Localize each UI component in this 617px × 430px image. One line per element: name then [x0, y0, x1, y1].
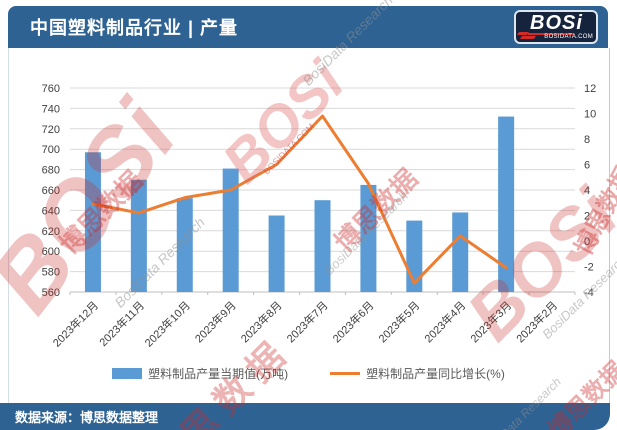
x-axis-label: 2023年11月	[96, 298, 147, 349]
data-source-text: 数据来源：博思数据整理	[15, 410, 159, 425]
line-series-label: 塑料制品产量同比增长(%)	[366, 367, 505, 381]
y-axis-tick-label: 680	[42, 165, 60, 177]
watermark-text: BosiData Research	[539, 252, 617, 342]
chart-legend: 塑料制品产量当期值(万吨) 塑料制品产量同比增长(%)	[0, 365, 617, 382]
y-axis-tick-label: 620	[42, 226, 60, 238]
bar-series-label: 塑料制品产量当期值(万吨)	[148, 367, 289, 381]
x-axis-label: 2023年8月	[238, 298, 285, 345]
y-axis-tick-label: 760	[42, 83, 60, 95]
y-axis-tick-label: 660	[42, 185, 60, 197]
y-axis-tick-label: 640	[42, 205, 60, 217]
production-bar	[314, 200, 331, 292]
production-bar	[360, 184, 377, 292]
y2-axis-tick-label: -2	[584, 262, 594, 274]
x-axis-label: 2023年7月	[284, 298, 331, 345]
watermark-text: BOSi	[210, 48, 357, 196]
y-axis-tick-label: 560	[42, 287, 60, 299]
y2-axis-tick-label: 10	[584, 109, 596, 121]
watermark-text: BosiData Research	[111, 213, 208, 311]
x-axis-label: 2023年9月	[192, 298, 239, 345]
x-axis-label: 2023年12月	[50, 298, 101, 349]
x-axis-label: 2023年4月	[421, 298, 468, 345]
line-series-swatch-icon	[330, 372, 361, 375]
production-bar	[452, 212, 469, 292]
growth-line	[91, 114, 508, 285]
production-bar	[406, 220, 423, 292]
y2-axis-tick-label: 8	[584, 134, 590, 146]
watermark-text: BOSIDATA.COM	[261, 121, 317, 177]
watermark-text: BOSi	[452, 174, 617, 356]
y2-axis-tick-label: 2	[584, 211, 590, 223]
y-axis-tick-label: 580	[42, 267, 60, 279]
y2-axis-tick-label: 12	[584, 83, 596, 95]
y2-axis-tick-label: 6	[584, 160, 590, 172]
production-bar	[84, 152, 101, 292]
y-axis-tick-label: 740	[42, 103, 60, 115]
y-axis-tick-label: 600	[42, 246, 60, 258]
footer-bar: 数据来源：博思数据整理	[0, 403, 610, 430]
x-axis-label: 2023年2月	[513, 298, 560, 345]
watermark-text: BOSi	[0, 83, 197, 332]
header-bar: 中国塑料制品行业 | 产量 BOSi BOSIDATA.COM	[8, 6, 608, 48]
x-axis-label: 2023年10月	[141, 298, 192, 349]
logo-subtext: BOSIDATA.COM	[544, 34, 593, 40]
watermark-text: 博思数据	[53, 165, 149, 260]
watermark-text: BosiData Research	[321, 188, 412, 278]
x-axis-label: 2023年5月	[375, 298, 422, 345]
logo-underline-icon	[528, 33, 574, 35]
x-axis-label: 2023年6月	[329, 298, 376, 345]
production-bar	[222, 168, 239, 292]
production-bar	[268, 215, 285, 292]
production-bar	[176, 198, 193, 292]
page-title: 中国塑料制品行业 | 产量	[30, 18, 239, 38]
logo-text: BOSi	[530, 12, 583, 34]
production-bar	[130, 179, 147, 292]
y2-axis-tick-label: 4	[584, 185, 590, 197]
watermark-text: 博思数据	[328, 163, 424, 258]
production-bar	[498, 116, 515, 292]
y2-axis-tick-label: 0	[584, 236, 590, 248]
legend-item-bar-series: 塑料制品产量当期值(万吨)	[112, 365, 288, 382]
bosi-logo: BOSi BOSIDATA.COM	[514, 10, 598, 44]
legend-item-line-series: 塑料制品产量同比增长(%)	[330, 365, 505, 382]
y2-axis-tick-label: -4	[584, 287, 594, 299]
x-axis-label: 2023年3月	[467, 298, 514, 345]
chart-frame-border	[8, 48, 610, 404]
y-axis-tick-label: 700	[42, 144, 60, 156]
y-axis-tick-label: 720	[42, 124, 60, 136]
watermark-text: 博思数据	[570, 162, 617, 260]
bar-series-swatch-icon	[112, 368, 143, 379]
